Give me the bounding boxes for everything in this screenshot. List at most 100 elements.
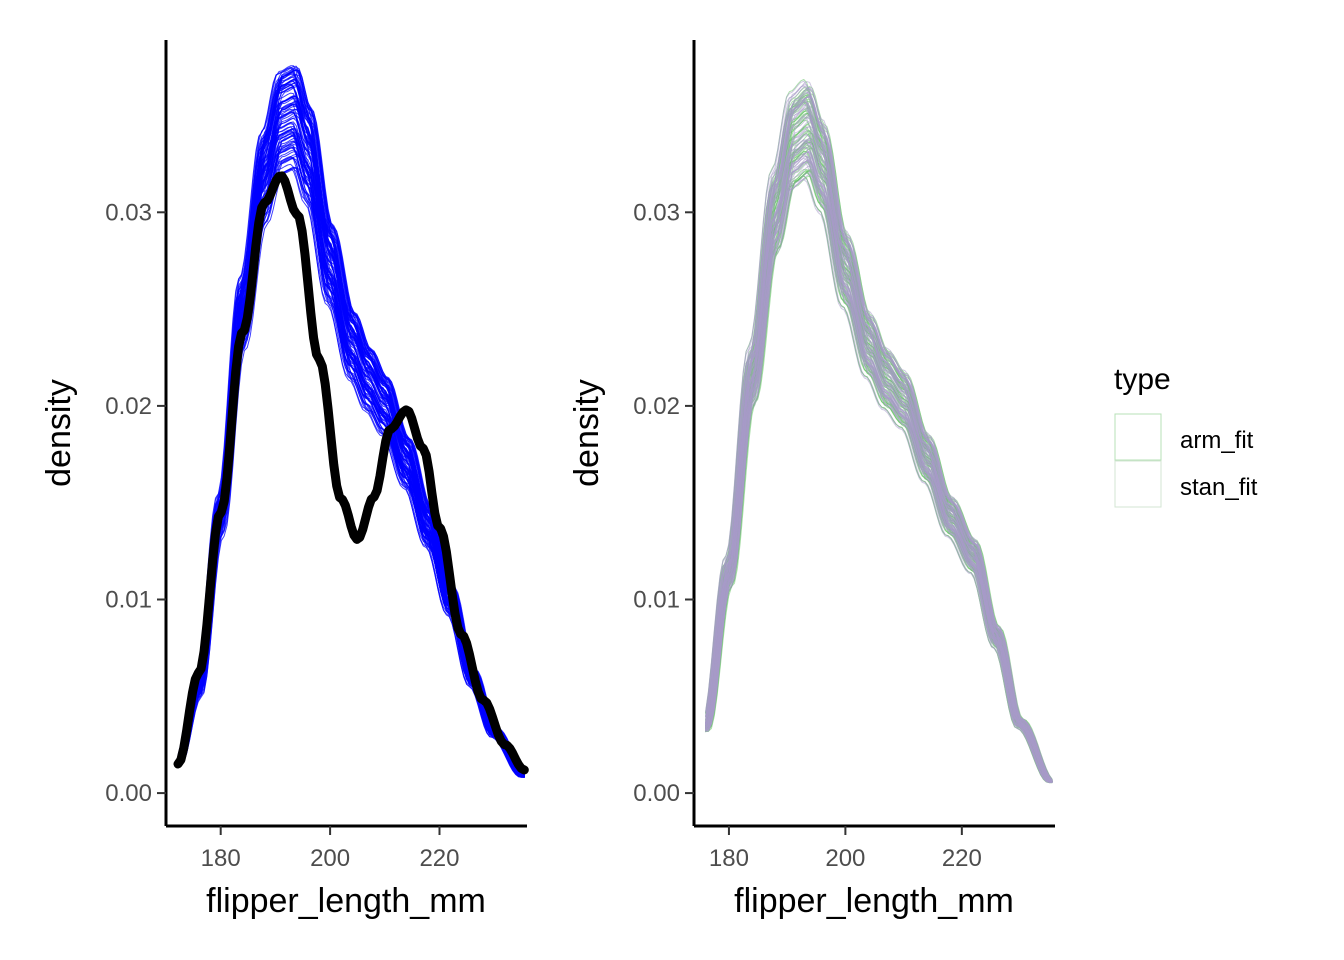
arm-fit-density-line: [705, 137, 1053, 782]
stan-fit-density-line: [705, 126, 1053, 782]
right-y-tick-label: 0.00: [633, 780, 680, 807]
arm-fit-density-line: [705, 170, 1053, 782]
arm-fit-density-line: [705, 106, 1053, 781]
arm-fit-density-line: [705, 175, 1053, 784]
right-x-ticks: 180 200 220: [709, 826, 982, 872]
right-panel: 0.00 0.01 0.02 0.03 180 200 220 flipper_…: [568, 40, 1055, 920]
stan-fit-density-line: [705, 146, 1053, 783]
arm-fit-density-line: [705, 101, 1053, 782]
left-x-ticks: 180 200 220: [201, 826, 460, 872]
legend-key-stan-fit: [1114, 460, 1162, 508]
legend-key-arm-fit: [1114, 413, 1162, 461]
right-x-tick-label: 220: [942, 845, 982, 872]
legend-label-arm-fit: arm_fit: [1180, 427, 1254, 454]
arm-fit-density-line: [705, 94, 1053, 782]
stan-fit-density-line: [705, 137, 1053, 781]
arm-fit-density-line: [705, 126, 1053, 783]
stan-fit-density-line: [705, 155, 1053, 783]
arm-fit-density-line: [705, 170, 1053, 783]
stan-fit-density-line: [705, 108, 1053, 782]
arm-fit-density-line: [705, 170, 1053, 783]
arm-fit-density-line: [705, 169, 1053, 782]
observed-density-line: [173, 171, 529, 775]
stan-fit-density-line: [705, 96, 1053, 782]
arm-fit-density-line: [705, 86, 1053, 781]
arm-fit-density-line: [705, 148, 1053, 781]
stan-fit-density-line: [705, 165, 1053, 782]
stan-fit-density-line: [705, 103, 1053, 782]
stan-fit-density-line: [705, 134, 1053, 783]
stan-fit-density-line: [705, 142, 1053, 782]
arm-fit-density-line: [705, 110, 1053, 782]
stan-fit-density-line: [705, 139, 1053, 782]
stan-fit-density-line: [705, 100, 1053, 782]
arm-fit-density-line: [705, 161, 1053, 783]
stan-fit-density-line: [705, 152, 1053, 783]
left-x-axis-title: flipper_length_mm: [206, 882, 486, 920]
right-plot-area: [705, 79, 1053, 784]
arm-fit-density-line: [705, 92, 1053, 782]
left-y-tick-label: 0.01: [105, 586, 152, 613]
stan-fit-density-line: [705, 99, 1053, 782]
arm-fit-density-line: [705, 133, 1053, 783]
stan-fit-density-line: [705, 101, 1053, 782]
stan-fit-density-line: [705, 116, 1053, 783]
stan-fit-density-line: [705, 151, 1053, 783]
stan-fit-density-line: [705, 107, 1053, 782]
right-x-axis-title: flipper_length_mm: [734, 882, 1014, 920]
arm-fit-density-line: [705, 147, 1053, 783]
stan-fit-density-line: [705, 95, 1053, 781]
stan-fit-density-line: [705, 155, 1053, 783]
stan-fit-density-line: [705, 84, 1053, 782]
arm-fit-density-line: [705, 96, 1053, 782]
arm-fit-density-line: [705, 94, 1053, 782]
arm-fit-density-line: [705, 151, 1053, 783]
arm-fit-density-line: [705, 128, 1053, 783]
left-panel: 0.00 0.01 0.02 0.03 180 200 220 flipper_…: [40, 40, 529, 920]
arm-fit-density-line: [705, 175, 1053, 784]
stan-fit-density-line: [705, 141, 1053, 783]
arm-fit-density-line: [705, 141, 1053, 782]
arm-fit-density-line: [705, 124, 1053, 783]
stan-fit-density-line: [705, 85, 1053, 782]
stan-fit-density-line: [705, 172, 1053, 783]
arm-fit-density-line: [705, 88, 1053, 781]
arm-fit-density-line: [705, 107, 1053, 782]
arm-fit-density-line: [705, 140, 1053, 783]
stan-fit-density-line: [705, 158, 1053, 783]
arm-fit-density-line: [705, 130, 1053, 782]
stan-fit-density-line: [705, 161, 1053, 783]
stan-fit-density-line: [705, 157, 1053, 783]
right-y-tick-label: 0.01: [633, 586, 680, 613]
arm-fit-density-line: [705, 172, 1053, 783]
left-plot-area: [173, 65, 529, 778]
arm-fit-density-line: [705, 141, 1053, 782]
stan-fit-density-line: [705, 95, 1053, 782]
arm-fit-density-line: [705, 142, 1053, 783]
arm-fit-density-line: [705, 161, 1053, 783]
stan-fit-density-line: [705, 160, 1053, 783]
arm-fit-density-line: [705, 122, 1053, 781]
arm-fit-density-line: [705, 112, 1053, 782]
stan-fit-density-line: [705, 151, 1053, 783]
right-y-ticks: 0.00 0.01 0.02 0.03: [633, 199, 694, 807]
stan-fit-density-line: [705, 156, 1053, 782]
arm-fit-density-line: [705, 87, 1053, 782]
stan-fit-density-line: [705, 146, 1053, 783]
arm-fit-density-line: [705, 169, 1053, 782]
arm-fit-density-line: [705, 101, 1053, 782]
replicate-density-line: [177, 76, 525, 776]
stan-fit-density-line: [705, 160, 1053, 783]
stan-fit-density-line: [705, 85, 1053, 782]
stan-fit-density-line: [705, 139, 1053, 783]
stan-fit-density-line: [705, 91, 1053, 782]
left-y-tick-label: 0.02: [105, 393, 152, 420]
left-y-tick-label: 0.00: [105, 780, 152, 807]
stan-fit-density-line: [705, 159, 1053, 783]
right-x-tick-label: 200: [825, 845, 865, 872]
legend-label-stan-fit: stan_fit: [1180, 474, 1258, 501]
stan-fit-density-line: [705, 103, 1053, 782]
stan-fit-density-line: [705, 129, 1053, 783]
stan-fit-density-line: [705, 80, 1053, 782]
